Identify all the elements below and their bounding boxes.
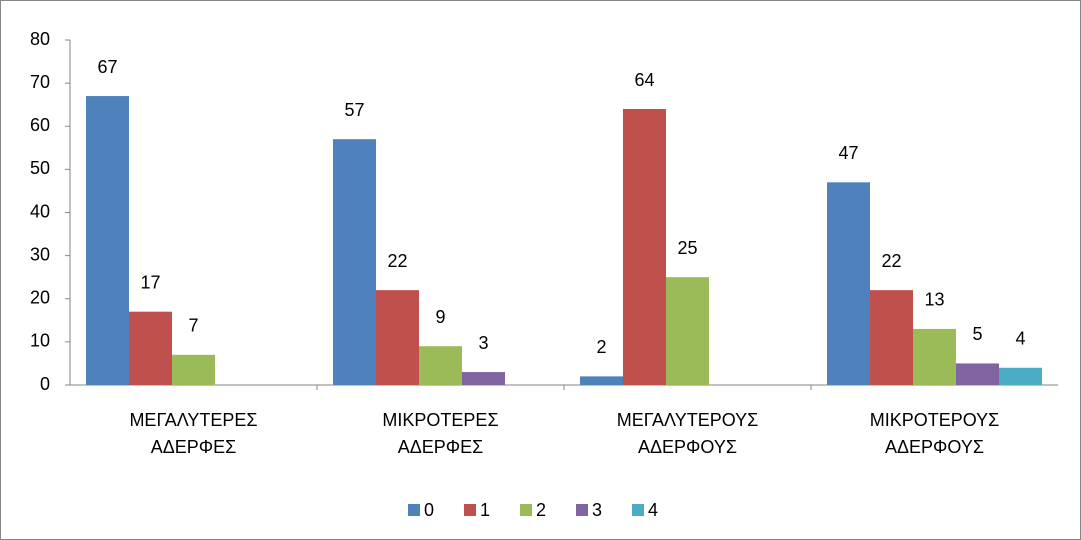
- legend-label: 1: [480, 500, 490, 520]
- y-tick-label: 20: [30, 288, 50, 308]
- y-tick-label: 50: [30, 158, 50, 178]
- y-tick-label: 30: [30, 244, 50, 264]
- data-label: 25: [677, 238, 697, 258]
- data-label: 4: [1015, 329, 1025, 349]
- data-label: 22: [881, 251, 901, 271]
- bar: [956, 363, 999, 385]
- bar: [580, 376, 623, 385]
- legend-label: 4: [648, 500, 658, 520]
- bar: [870, 290, 913, 385]
- legend-swatch: [520, 504, 532, 516]
- data-label: 9: [435, 307, 445, 327]
- x-tick-label: ΜΕΓΑΛΥΤΕΡΟΥΣ ΑΔΕΡΦΟΥΣ: [616, 410, 759, 457]
- data-label: 47: [838, 143, 858, 163]
- legend-swatch: [632, 504, 644, 516]
- x-tick-label: ΜΙΚΡΟΤΕΡΕΣ ΑΔΕΡΦΕΣ: [382, 410, 499, 457]
- bar: [333, 139, 376, 385]
- data-label: 64: [634, 70, 654, 90]
- data-label: 7: [188, 316, 198, 336]
- legend-label: 3: [592, 500, 602, 520]
- data-label: 67: [97, 57, 117, 77]
- bar: [172, 354, 215, 385]
- bar: [623, 109, 666, 385]
- bar: [376, 290, 419, 385]
- y-tick-label: 0: [40, 374, 50, 394]
- x-tick-label: ΜΕΓΑΛΥΤΕΡΕΣ ΑΔΕΡΦΕΣ: [129, 410, 258, 457]
- y-tick-label: 40: [30, 201, 50, 221]
- data-label: 17: [140, 272, 160, 292]
- data-label: 13: [924, 290, 944, 310]
- bar: [86, 96, 129, 385]
- data-label: 22: [387, 251, 407, 271]
- bar: [999, 367, 1042, 385]
- data-label: 57: [344, 100, 364, 120]
- legend-swatch: [464, 504, 476, 516]
- y-tick-label: 80: [30, 29, 50, 49]
- y-tick-label: 70: [30, 72, 50, 92]
- legend-swatch: [576, 504, 588, 516]
- bar: [129, 311, 172, 385]
- y-tick-label: 10: [30, 331, 50, 351]
- legend-label: 2: [536, 500, 546, 520]
- y-tick-label: 60: [30, 115, 50, 135]
- data-label: 5: [972, 324, 982, 344]
- legend-swatch: [408, 504, 420, 516]
- data-label: 3: [478, 333, 488, 353]
- bar: [913, 328, 956, 385]
- bar: [827, 182, 870, 385]
- bar: [419, 346, 462, 385]
- bar: [462, 372, 505, 385]
- bar: [666, 277, 709, 385]
- data-label: 2: [596, 337, 606, 357]
- legend-label: 0: [424, 500, 434, 520]
- x-tick-label: ΜΙΚΡΟΤΕΡΟΥΣ ΑΔΕΡΦΟΥΣ: [869, 410, 1000, 457]
